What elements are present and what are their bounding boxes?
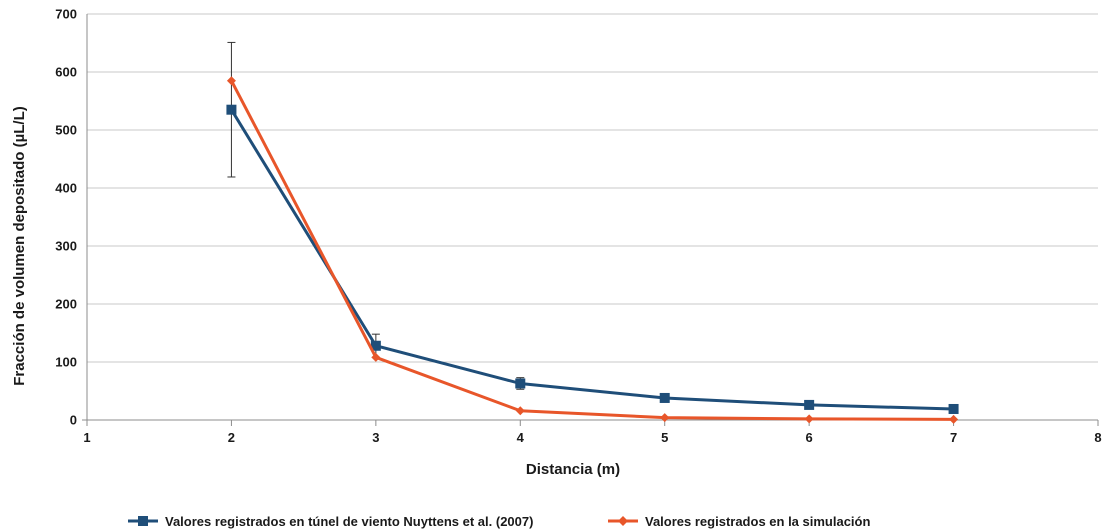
x-axis-title: Distancia (m) [526,461,620,478]
x-tick-label: 5 [661,430,668,445]
data-point-series-1 [370,340,381,351]
series-line-1 [230,108,954,411]
series-line-2 [230,80,954,421]
series-layer [226,76,959,424]
y-tick-label: 100 [55,355,77,370]
y-tick-label: 700 [55,7,77,22]
grid-lines [87,13,1098,363]
data-point-series-1 [659,392,670,403]
legend: Valores registrados en túnel de viento N… [128,514,870,529]
data-point-series-2 [226,76,236,86]
y-tick-label: 0 [70,413,77,428]
y-tick-label: 300 [55,239,77,254]
data-point-series-2 [949,414,959,424]
y-axis-title: Fracción de volumen depositado (µL/L) [11,106,28,386]
y-tick-labels: 0 100 200 300 400 500 600 700 [55,7,77,428]
y-tick-label: 400 [55,181,77,196]
legend-marker-series-2 [618,516,628,526]
x-tick-label: 4 [517,430,525,445]
legend-label-series-2: Valores registrados en la simulación [645,514,870,529]
x-tick-label: 6 [806,430,813,445]
y-tick-label: 600 [55,65,77,80]
error-bars [227,41,525,390]
series-2 [226,76,959,424]
x-tick-labels: 1 2 3 4 5 6 7 8 [83,430,1101,445]
data-point-series-1 [948,403,959,414]
data-point-series-2 [515,406,525,416]
axes [82,14,1099,426]
data-point-series-1 [226,104,237,115]
y-tick-label: 200 [55,297,77,312]
x-tick-label: 3 [372,430,379,445]
x-tick-label: 2 [228,430,235,445]
x-tick-label: 8 [1094,430,1101,445]
data-point-series-1 [804,399,815,410]
data-point-series-2 [660,413,670,423]
data-point-series-2 [371,352,381,362]
x-tick-label: 7 [950,430,957,445]
y-tick-label: 500 [55,123,77,138]
x-tick-label: 1 [83,430,90,445]
legend-marker-series-1 [138,516,148,526]
data-point-series-1 [515,378,526,389]
data-point-series-2 [804,414,814,424]
series-1 [226,104,959,414]
legend-label-series-1: Valores registrados en túnel de viento N… [165,514,533,529]
